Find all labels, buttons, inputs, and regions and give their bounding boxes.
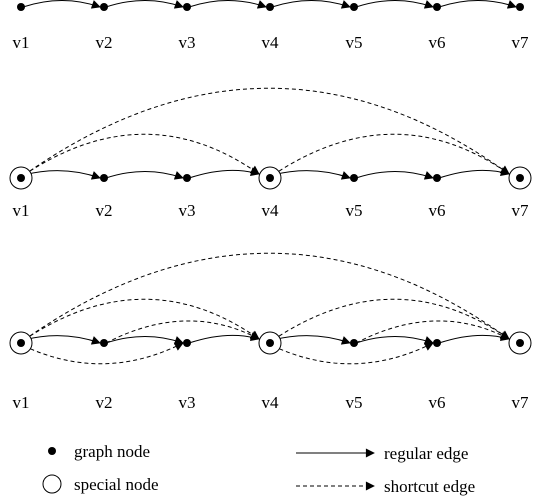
- legend-special-node-symbol: [42, 474, 62, 494]
- node-label-v3: v3: [179, 201, 196, 220]
- graph-node-v3: [183, 3, 191, 11]
- node-label-v5: v5: [346, 201, 363, 220]
- graph-node-v4: [266, 174, 274, 182]
- node-label-v6: v6: [429, 201, 446, 220]
- graph-node-v2: [100, 3, 108, 11]
- legend-shortcut-edge-label: shortcut edge: [384, 477, 475, 496]
- regular-edge-v3-v4: [188, 332, 260, 344]
- shortcut-edge-v4-v7: [272, 298, 510, 341]
- node-label-v7: v7: [512, 201, 530, 220]
- node-label-v7: v7: [512, 33, 530, 52]
- graph-node-v5: [350, 339, 358, 347]
- regular-edge-v4-v5: [272, 170, 351, 180]
- legend-regular-edge-label: regular edge: [384, 444, 468, 463]
- regular-edge-v1-v2: [23, 335, 101, 345]
- regular-edge-v6-v7: [438, 167, 510, 179]
- regular-edge-v4-v5: [271, 0, 351, 9]
- graph-node-v1: [17, 174, 25, 182]
- node-label-v1: v1: [13, 33, 30, 52]
- legend-special-node-label: special node: [74, 475, 159, 494]
- graph-panel-1: v1 v2 v3 v4 v5 v6 v7: [13, 0, 530, 52]
- node-label-v3: v3: [179, 393, 196, 412]
- regular-edge-v2-v3: [105, 0, 184, 9]
- graph-node-v3: [183, 174, 191, 182]
- node-label-v6: v6: [429, 393, 446, 412]
- regular-edge-v5-v6: [355, 0, 434, 9]
- graph-node-v4: [266, 3, 274, 11]
- node-label-v4: v4: [262, 393, 280, 412]
- node-label-v4: v4: [262, 201, 280, 220]
- regular-edge-v2-v3: [105, 171, 184, 180]
- shortcut-edge-v1-v7: [23, 252, 510, 341]
- regular-edge-v2-v3: [105, 336, 184, 345]
- regular-edge-v1-v2: [23, 170, 101, 180]
- regular-edge-v1-v2: [22, 0, 101, 9]
- shortcut-edge-v2-v4: [105, 320, 260, 344]
- shortcut-edge-v4-v7: [272, 133, 510, 176]
- shortcut-edge-v5-v7: [355, 320, 510, 344]
- graph-node-v1: [17, 3, 25, 11]
- graph-node-v7: [516, 174, 524, 182]
- graph-node-v2: [100, 339, 108, 347]
- graph-panels: v1 v2 v3 v4 v5 v6 v7 v1 v2 v3 v4 v5 v6 v7 v1 v2 v3 v4 v5 v6…: [9, 0, 532, 412]
- shortcut-edge-v1-v7: [23, 87, 510, 176]
- shortcut-edge-v1-v4: [23, 298, 260, 341]
- regular-edge-v5-v6: [355, 171, 434, 180]
- shortcut-edge-v1-v4: [23, 133, 260, 176]
- node-label-v1: v1: [13, 393, 30, 412]
- node-label-v2: v2: [96, 201, 113, 220]
- node-label-v7: v7: [512, 393, 530, 412]
- node-label-v5: v5: [346, 33, 363, 52]
- graph-node-v7: [516, 339, 524, 347]
- node-label-v2: v2: [96, 33, 113, 52]
- regular-edge-v6-v7: [438, 332, 510, 344]
- node-label-v6: v6: [429, 33, 446, 52]
- legend-graph-node-label: graph node: [74, 442, 150, 461]
- graph-node-v7: [516, 3, 524, 11]
- node-label-v5: v5: [346, 393, 363, 412]
- regular-edge-v4-v5: [272, 335, 351, 345]
- graph-node-v5: [350, 174, 358, 182]
- regular-edge-v6-v7: [438, 0, 517, 9]
- regular-edge-v3-v4: [188, 167, 260, 179]
- graph-node-v5: [350, 3, 358, 11]
- node-label-v3: v3: [179, 33, 196, 52]
- graph-node-v6: [433, 174, 441, 182]
- regular-edge-v3-v4: [188, 0, 267, 9]
- node-label-v4: v4: [262, 33, 280, 52]
- legend-graph-node-symbol: [48, 447, 56, 455]
- regular-edge-v5-v6: [355, 336, 434, 345]
- legend: graph node special node regular edge sho…: [42, 442, 475, 496]
- graph-panel-3: v1 v2 v3 v4 v5 v6 v7: [9, 252, 532, 412]
- graph-node-v6: [433, 339, 441, 347]
- graph-node-v4: [266, 339, 274, 347]
- graph-node-v6: [433, 3, 441, 11]
- graph-panel-2: v1 v2 v3 v4 v5 v6 v7: [9, 87, 532, 220]
- graph-node-v1: [17, 339, 25, 347]
- node-label-v1: v1: [13, 201, 30, 220]
- graph-node-v3: [183, 339, 191, 347]
- node-label-v2: v2: [96, 393, 113, 412]
- graph-node-v2: [100, 174, 108, 182]
